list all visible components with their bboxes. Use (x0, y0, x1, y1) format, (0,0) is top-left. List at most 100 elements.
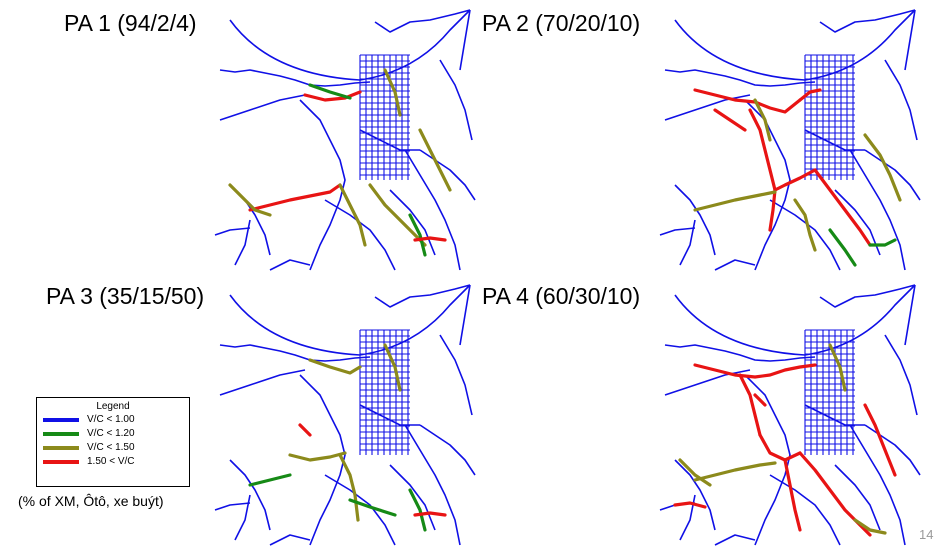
southwest-road (674, 459, 716, 531)
east-branch (864, 424, 921, 476)
congested-segment (783, 458, 802, 532)
west-link (664, 94, 751, 121)
east-road (404, 149, 461, 271)
north-spur (459, 284, 471, 346)
road-network (214, 9, 476, 271)
main-road-west (664, 69, 816, 87)
footnote: (% of XM, Ôtô, xe buýt) (18, 493, 164, 509)
west-link (219, 369, 306, 396)
southeast-road (834, 189, 881, 256)
congested-segment (693, 363, 817, 379)
east-branch (419, 424, 476, 476)
north-spur (904, 284, 916, 346)
panel-title-pa2: PA 2 (70/20/10) (480, 10, 643, 36)
congested-segment (758, 433, 802, 462)
main-road-west (664, 344, 816, 362)
congested-segment (753, 393, 767, 407)
congested-segment (738, 373, 762, 437)
legend-item: V/C < 1.50 (43, 442, 189, 454)
congested-segment (768, 188, 777, 232)
congested-segment (693, 88, 802, 114)
congested-segment (813, 168, 872, 247)
city-centre-grid (359, 54, 410, 180)
congested-segment (338, 453, 360, 522)
panel-title-pa3: PA 3 (35/15/50) (44, 283, 207, 309)
map-pa2 (659, 9, 921, 271)
congested-segment (303, 90, 362, 102)
congested-segment (678, 458, 712, 487)
map-pa4 (659, 284, 921, 546)
west-stub (214, 502, 251, 511)
west-link (664, 369, 751, 396)
congested-segment (288, 451, 347, 462)
north-spur (459, 9, 471, 71)
city-centre-grid (359, 329, 410, 455)
coastal-road (229, 9, 471, 81)
east-branch (419, 149, 476, 201)
legend-item: V/C < 1.00 (43, 414, 189, 426)
north-arterial (819, 9, 916, 33)
map-pa3 (214, 284, 476, 546)
east-road (404, 424, 461, 546)
panel-title-pa4: PA 4 (60/30/10) (480, 283, 643, 309)
legend-title: Legend (96, 401, 130, 412)
congested-segment (863, 133, 902, 202)
road-network (659, 284, 921, 546)
north-arterial (374, 284, 471, 308)
east-coastal (884, 334, 918, 416)
congested-segment (693, 190, 777, 212)
congested-segment (308, 358, 362, 375)
legend-swatch (43, 432, 79, 436)
legend-swatch (43, 446, 79, 450)
south-branch (769, 199, 841, 271)
south-stub (269, 534, 311, 546)
south-branch (324, 199, 396, 271)
west-stub (214, 227, 251, 236)
south-stub (714, 259, 756, 271)
congested-segment (308, 83, 352, 100)
east-coastal (884, 59, 918, 141)
congested-segment (863, 403, 897, 477)
east-road (849, 149, 906, 271)
congested-segment (408, 488, 427, 532)
east-coastal (439, 334, 473, 416)
southeast-road (389, 464, 436, 531)
southwest-spur (679, 219, 696, 266)
west-link (219, 94, 306, 121)
congested-segment (228, 183, 272, 217)
congested-segment (368, 183, 427, 247)
legend-label: V/C < 1.20 (87, 428, 135, 439)
congested-segment (348, 498, 397, 517)
legend-item: 1.50 < V/C (43, 456, 189, 468)
legend-item: V/C < 1.20 (43, 428, 189, 440)
congested-segment (713, 108, 747, 132)
south-branch (769, 474, 841, 546)
south-road (299, 374, 346, 546)
slide-number: 14 (919, 527, 934, 542)
congested-segment (853, 518, 887, 535)
map-pa1 (214, 9, 476, 271)
panel-title-pa1: PA 1 (94/2/4) (62, 10, 199, 36)
southwest-road (674, 184, 716, 256)
east-coastal (439, 59, 473, 141)
coastal-road (229, 284, 471, 356)
congested-segment (673, 501, 707, 509)
congested-segment (798, 88, 822, 102)
southeast-road (834, 464, 881, 531)
north-spur (904, 9, 916, 71)
legend-swatch (43, 460, 79, 464)
congested-segment (793, 198, 817, 252)
south-stub (269, 259, 311, 271)
congested-segment (248, 473, 292, 487)
legend-box: Legend V/C < 1.00 V/C < 1.20 V/C < 1.50 … (36, 397, 190, 487)
city-centre-grid (804, 54, 855, 180)
south-stub (714, 534, 756, 546)
road-network (214, 284, 476, 546)
congested-segment (298, 423, 312, 437)
congested-segment (413, 236, 447, 242)
south-branch (324, 474, 396, 546)
south-road (744, 374, 791, 546)
congested-segment (868, 238, 897, 247)
north-arterial (819, 284, 916, 308)
congested-segment (383, 343, 402, 392)
